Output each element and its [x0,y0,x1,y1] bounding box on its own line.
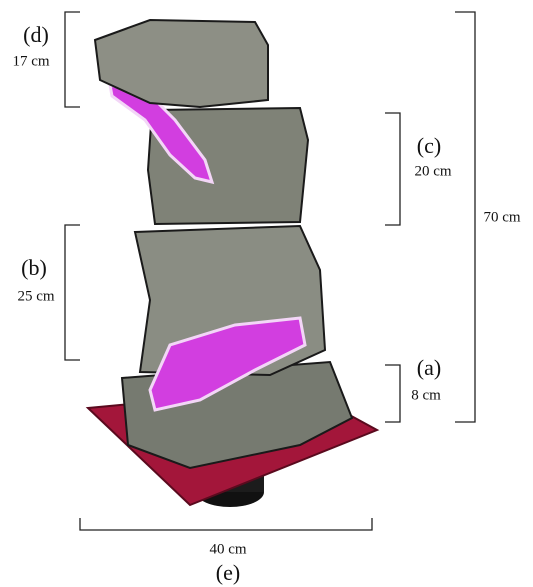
measure-a: 8 cm [411,387,441,403]
bracket-a [385,365,400,422]
bracket-b [65,225,80,360]
label-c: (c) [417,133,441,158]
label-d: (d) [23,22,49,47]
bracket-base [80,518,372,530]
bracket-c [385,113,400,225]
measure-base: 40 cm [209,541,246,557]
measure-total: 70 cm [483,209,520,225]
measure-d: 17 cm [12,53,49,69]
bracket-d [65,12,80,107]
illustration: (d) 17 cm (c) 20 cm (b) 25 cm (a) 8 cm 7… [0,0,533,587]
label-e: (e) [216,560,240,585]
label-a: (a) [417,355,441,380]
label-b: (b) [21,255,47,280]
measure-b: 25 cm [17,288,54,304]
bracket-total [455,12,475,422]
measure-c: 20 cm [414,163,451,179]
